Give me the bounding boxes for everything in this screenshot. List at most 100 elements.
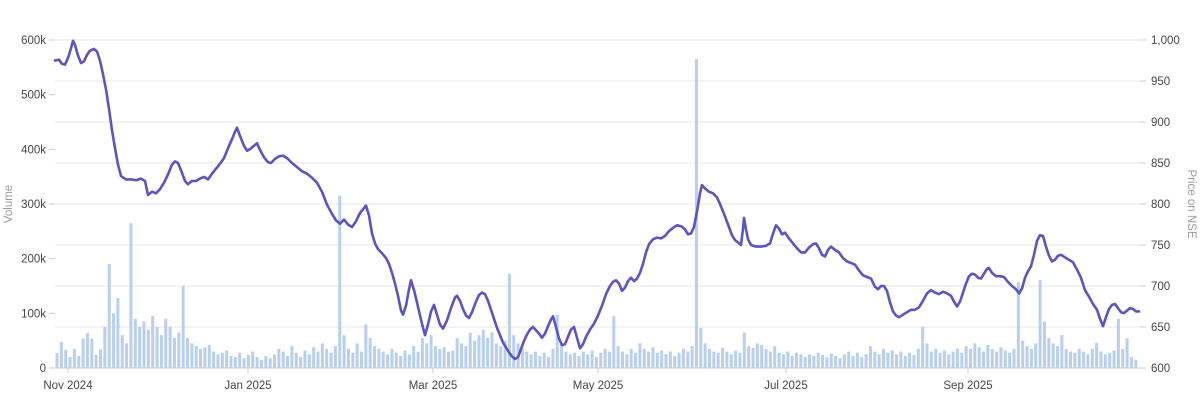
volume-bar bbox=[190, 343, 194, 368]
volume-bar bbox=[629, 348, 633, 368]
volume-bar bbox=[973, 343, 977, 368]
volume-bar bbox=[386, 354, 390, 368]
volume-bar bbox=[642, 348, 646, 368]
volume-bar bbox=[390, 348, 394, 368]
volume-bar bbox=[786, 351, 790, 368]
volume-bar bbox=[225, 350, 229, 368]
volume-bar bbox=[825, 357, 829, 368]
volume-bar bbox=[1012, 348, 1016, 368]
volume-bar bbox=[242, 358, 246, 368]
volume-bar bbox=[969, 348, 972, 368]
volume-bars bbox=[55, 59, 1138, 368]
left-tick-label: 100k bbox=[21, 308, 46, 320]
volume-bar bbox=[594, 357, 598, 368]
volume-bar bbox=[473, 340, 477, 368]
volume-bar bbox=[547, 357, 551, 368]
volume-bar bbox=[416, 351, 420, 368]
x-tick-label: May 2025 bbox=[573, 380, 624, 392]
right-tick-label: 800 bbox=[1151, 199, 1170, 211]
volume-bar bbox=[229, 355, 233, 368]
left-axis-title: Volume bbox=[3, 185, 15, 223]
volume-bar bbox=[346, 348, 350, 368]
volume-bar bbox=[1112, 350, 1116, 368]
volume-bar bbox=[803, 357, 807, 368]
volume-bar bbox=[299, 357, 303, 368]
volume-bar bbox=[590, 350, 594, 368]
volume-bar bbox=[860, 357, 864, 368]
volume-bar bbox=[81, 338, 85, 368]
volume-bar bbox=[1029, 348, 1033, 368]
volume-bar bbox=[333, 346, 337, 368]
volume-bar bbox=[734, 350, 738, 368]
volume-bar bbox=[438, 348, 442, 368]
volume-bar bbox=[1095, 342, 1099, 368]
volume-bar bbox=[586, 354, 590, 368]
volume-bar bbox=[1056, 346, 1059, 368]
volume-bar bbox=[1008, 352, 1012, 368]
volume-bar bbox=[120, 335, 124, 368]
x-tick-label: Sep 2025 bbox=[943, 380, 992, 392]
volume-bar bbox=[916, 348, 920, 368]
volume-bar bbox=[464, 346, 468, 368]
volume-bar bbox=[490, 332, 494, 368]
volume-bar bbox=[407, 354, 411, 368]
volume-bar bbox=[468, 332, 472, 368]
volume-bar bbox=[986, 345, 990, 368]
left-tick-label: 200k bbox=[21, 254, 46, 266]
volume-bar bbox=[494, 343, 498, 368]
volume-bar bbox=[738, 352, 742, 368]
volume-bar bbox=[290, 346, 294, 368]
volume-bar bbox=[990, 348, 994, 368]
volume-bar bbox=[133, 318, 137, 368]
volume-bar bbox=[186, 337, 189, 368]
volume-bar bbox=[890, 350, 894, 368]
volume-bar bbox=[277, 348, 281, 368]
volume-bar bbox=[1021, 340, 1025, 368]
volume-bar bbox=[338, 195, 342, 368]
right-tick-label: 600 bbox=[1151, 363, 1170, 375]
volume-bar bbox=[560, 343, 564, 368]
volume-bar bbox=[651, 347, 655, 368]
volume-bar bbox=[764, 348, 768, 368]
volume-bar bbox=[55, 353, 59, 368]
left-tick-label: 600k bbox=[21, 35, 46, 47]
volume-bar bbox=[112, 313, 116, 368]
volume-bar bbox=[877, 354, 881, 368]
volume-bar bbox=[1134, 359, 1138, 368]
volume-bar bbox=[512, 335, 516, 368]
volume-bar bbox=[412, 346, 416, 368]
volume-bar bbox=[712, 351, 716, 368]
volume-bar bbox=[1108, 352, 1112, 368]
volume-bar bbox=[1129, 357, 1133, 368]
volume-bar bbox=[599, 352, 603, 368]
volume-bar bbox=[882, 348, 885, 368]
volume-bar bbox=[1077, 348, 1081, 368]
volume-bar bbox=[377, 348, 381, 368]
volume-bar bbox=[925, 343, 929, 368]
volume-bar bbox=[320, 343, 324, 368]
volume-bar bbox=[381, 351, 385, 368]
right-tick-label: 900 bbox=[1151, 117, 1170, 129]
volume-bar bbox=[838, 358, 842, 368]
volume-bar bbox=[107, 264, 111, 368]
volume-bar bbox=[525, 351, 529, 368]
right-tick-label: 700 bbox=[1151, 281, 1170, 293]
volume-bar bbox=[203, 347, 207, 368]
volume-bar bbox=[816, 352, 820, 368]
volume-bar bbox=[621, 351, 624, 368]
volume-bar bbox=[138, 327, 142, 368]
volume-bar bbox=[273, 354, 276, 368]
volume-bar bbox=[977, 347, 981, 368]
volume-bar bbox=[455, 337, 459, 368]
x-tick-label: Nov 2024 bbox=[43, 380, 93, 392]
volume-bar bbox=[259, 359, 263, 368]
volume-bar bbox=[677, 352, 681, 368]
volume-bar bbox=[155, 327, 159, 368]
volume-bar bbox=[325, 348, 329, 368]
volume-bar bbox=[999, 347, 1003, 368]
left-tick-label: 0 bbox=[40, 363, 46, 375]
volume-bar bbox=[364, 324, 368, 368]
volume-bar bbox=[268, 358, 272, 368]
volume-bar bbox=[886, 352, 890, 368]
volume-bar bbox=[286, 355, 290, 368]
